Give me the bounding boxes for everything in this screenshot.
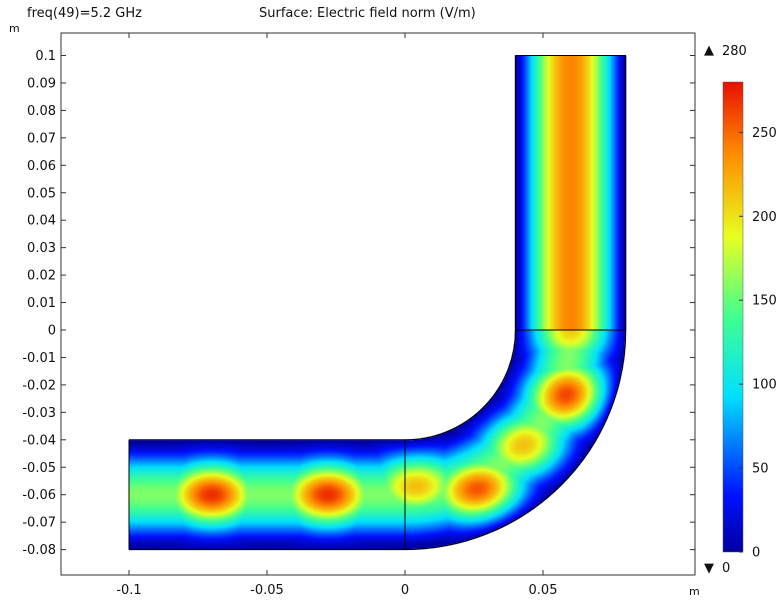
frequency-label: freq(49)=5.2 GHz [27, 6, 142, 21]
field-raster [129, 55, 626, 550]
colorbar-min-label: 0 [722, 561, 731, 576]
x-unit-label: m [689, 585, 700, 598]
y-tick-label: -0.03 [22, 406, 56, 421]
plot-title: Surface: Electric field norm (V/m) [259, 6, 476, 21]
colorbar-gradient [722, 81, 744, 553]
x-tick-label: -0.1 [116, 583, 141, 598]
colorbar-tick-label: 0 [752, 546, 760, 561]
colorbar-tick-label: 50 [752, 462, 769, 477]
colorbar-max-marker: ▲ [704, 43, 714, 58]
y-tick-label: 0.1 [35, 49, 56, 64]
y-tick-label: 0.06 [27, 159, 56, 174]
y-tick-label: -0.07 [22, 516, 56, 531]
y-tick-label: -0.06 [22, 488, 56, 503]
y-tick-label: 0.09 [27, 76, 56, 91]
y-tick-label: -0.08 [22, 543, 56, 558]
y-tick-label: -0.01 [22, 351, 56, 366]
colorbar-max-label: 280 [722, 44, 747, 59]
y-tick-label: -0.02 [22, 378, 56, 393]
x-tick-label: 0 [401, 583, 409, 598]
y-tick-label: 0 [48, 324, 56, 339]
x-tick-label: 0.05 [529, 583, 558, 598]
y-unit-label: m [9, 22, 20, 35]
colorbar-min-marker: ▼ [704, 561, 714, 576]
y-tick-label: -0.04 [22, 433, 56, 448]
x-tick-label: -0.05 [250, 583, 284, 598]
boundary-outer-bend [404, 329, 627, 551]
field-surface [128, 55, 627, 551]
boundary-inner-bend [404, 329, 516, 441]
y-tick-label: 0.07 [27, 131, 56, 146]
y-tick-label: -0.05 [22, 461, 56, 476]
y-tick-label: 0.05 [27, 186, 56, 201]
y-tick-label: 0.01 [27, 296, 56, 311]
axis-ticks: 0.1 0.09 0.08 0.07 0.06 0.05 0.04 0.03 0.02 0.01 0… [22, 33, 695, 598]
colorbar: 0 50 100 150 200 250 [722, 81, 777, 561]
y-tick-label: 0.03 [27, 241, 56, 256]
colorbar-tick-label: 150 [752, 294, 777, 309]
y-tick-label: 0.08 [27, 104, 56, 119]
y-tick-label: 0.02 [27, 269, 56, 284]
colorbar-tick-label: 250 [752, 126, 777, 141]
colorbar-tick-label: 100 [752, 378, 777, 393]
colorbar-tick-label: 200 [752, 210, 777, 225]
y-tick-label: 0.04 [27, 214, 56, 229]
